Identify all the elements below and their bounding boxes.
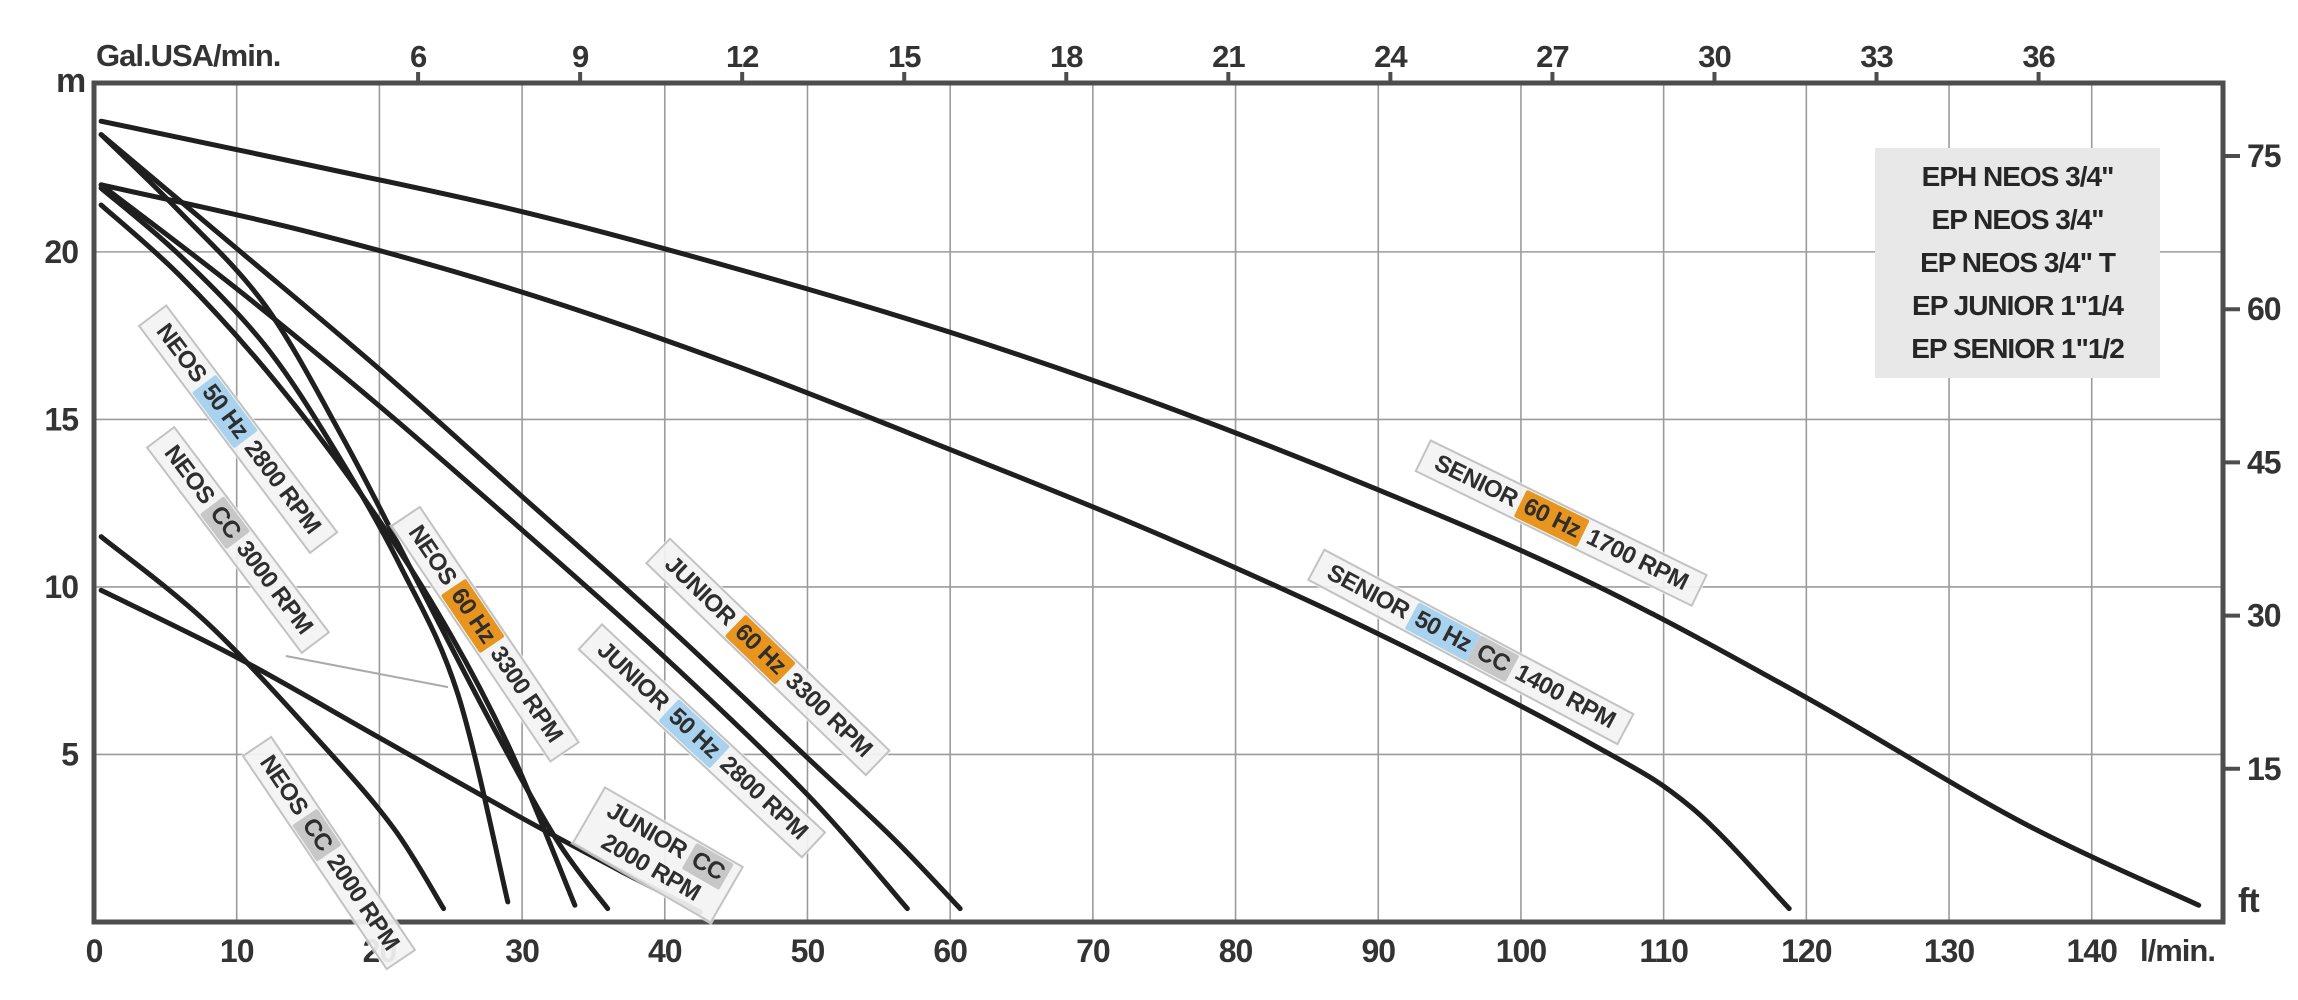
curve-neos-60hz-3300 bbox=[98, 132, 611, 912]
bottom-axis-tick-label: 120 bbox=[1781, 933, 1832, 969]
bottom-axis-unit-label: l/min. bbox=[2140, 933, 2216, 968]
bottom-axis-tick-label: 110 bbox=[1639, 933, 1688, 969]
bottom-axis-tick-label: 10 bbox=[220, 933, 254, 969]
legend-line: EP SENIOR 1"1/2 bbox=[1911, 333, 2125, 364]
bottom-axis-tick-label: 50 bbox=[791, 933, 825, 969]
left-axis-tick-label: 5 bbox=[61, 736, 78, 772]
bottom-axis-tick-label: 60 bbox=[933, 933, 967, 969]
bottom-axis-tick-label: 40 bbox=[648, 933, 682, 969]
bottom-axis-tick-label: 100 bbox=[1496, 933, 1547, 969]
label-leader-line bbox=[285, 654, 449, 689]
plot-frame bbox=[91, 80, 2226, 925]
curve-junior-60hz-3300 bbox=[98, 132, 963, 912]
curve-senior-60hz-1700 bbox=[98, 118, 2202, 908]
right-axis-tick-label: 75 bbox=[2247, 138, 2281, 174]
legend-line: EP NEOS 3/4" T bbox=[1920, 247, 2116, 278]
legend-line: EPH NEOS 3/4" bbox=[1921, 161, 2115, 192]
top-axis-tick-label: 30 bbox=[1698, 39, 1730, 74]
top-axis-tick-label: 9 bbox=[572, 39, 589, 74]
top-axis-tick-label: 12 bbox=[726, 39, 758, 74]
top-axis-tick-label: 36 bbox=[2022, 39, 2055, 74]
bottom-axis-tick-label: 70 bbox=[1076, 933, 1110, 969]
curve-junior-50hz-2800 bbox=[98, 182, 910, 912]
top-axis-tick-label: 24 bbox=[1374, 39, 1408, 74]
left-axis-unit-label: m bbox=[56, 62, 86, 100]
curve-neos-cc-2000 bbox=[98, 534, 447, 912]
bottom-axis-tick-label: 140 bbox=[2067, 933, 2118, 969]
pump-models-legend: EPH NEOS 3/4" EP NEOS 3/4" EP NEOS 3/4" … bbox=[1875, 148, 2160, 378]
top-axis-tick-label: 15 bbox=[888, 39, 921, 74]
bottom-axis-tick-label: 90 bbox=[1361, 933, 1395, 969]
bottom-axis-tick-label: 80 bbox=[1219, 933, 1253, 969]
curve-neos-50hz-2800 bbox=[98, 185, 511, 905]
top-axis-tick-label: 33 bbox=[1860, 39, 1893, 74]
legend-line: EP NEOS 3/4" bbox=[1931, 204, 2105, 235]
right-axis-tick-label: 45 bbox=[2247, 444, 2281, 480]
left-axis-tick-label: 20 bbox=[44, 234, 78, 270]
top-axis-tick-label: 21 bbox=[1212, 39, 1245, 74]
bottom-axis-tick-label: 30 bbox=[505, 933, 539, 969]
top-axis-tick-label: 6 bbox=[410, 39, 427, 74]
left-axis-tick-label: 15 bbox=[44, 401, 78, 437]
bottom-axis-tick-label: 0 bbox=[86, 933, 103, 969]
top-axis-unit-label: Gal.USA/min. bbox=[96, 38, 281, 73]
right-axis-tick-label: 15 bbox=[2247, 751, 2281, 787]
curve-neos-cc-3000 bbox=[98, 202, 578, 908]
right-axis-tick-label: 30 bbox=[2247, 598, 2281, 634]
bottom-axis-tick-label: 130 bbox=[1924, 933, 1975, 969]
left-axis-tick-label: 10 bbox=[44, 569, 78, 605]
right-axis-tick-label: 60 bbox=[2247, 291, 2281, 327]
top-axis-tick-label: 18 bbox=[1050, 39, 1083, 74]
curve-senior-50hz-cc-1400 bbox=[98, 182, 1792, 912]
top-axis-tick-label: 27 bbox=[1536, 39, 1568, 74]
right-axis-unit-label: ft bbox=[2238, 882, 2260, 920]
legend-line: EP JUNIOR 1"1/4 bbox=[1912, 290, 2124, 321]
